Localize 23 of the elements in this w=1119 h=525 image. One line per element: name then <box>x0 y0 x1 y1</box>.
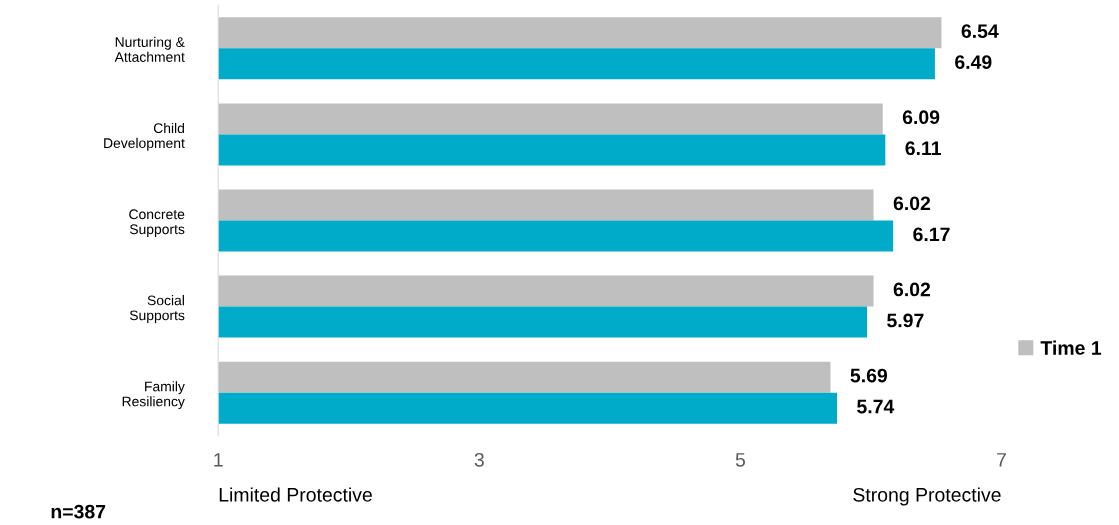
x-tick-label: 5 <box>735 453 745 467</box>
data-label: 5.69 <box>850 368 888 383</box>
data-label: 6.54 <box>961 24 999 39</box>
data-label: 6.11 <box>905 141 941 156</box>
data-label: 6.02 <box>893 196 931 211</box>
y-tick-label: Family Resiliency <box>122 381 185 410</box>
data-label: 6.49 <box>955 55 992 70</box>
legend-label: Time 1 <box>1040 340 1102 355</box>
data-label: 6.17 <box>913 227 950 242</box>
data-label: 6.02 <box>893 282 931 297</box>
y-tick-label: Nurturing & Attachment <box>114 36 185 62</box>
data-label: 5.74 <box>857 399 895 414</box>
x-tick-label: 1 <box>214 453 223 467</box>
text: n=387 <box>51 504 106 519</box>
x-tick-label: 3 <box>474 452 484 467</box>
y-tick-label: Concrete Supports <box>129 209 185 237</box>
y-tick-label: Social Supports <box>129 295 185 323</box>
text: Strong Protective <box>853 487 1001 506</box>
x-tick-label: 7 <box>997 453 1006 467</box>
y-tick-label: Child Development <box>104 122 185 151</box>
data-label: 5.97 <box>887 313 924 328</box>
text: Limited Protective <box>219 487 372 502</box>
data-label: 6.09 <box>902 110 940 125</box>
